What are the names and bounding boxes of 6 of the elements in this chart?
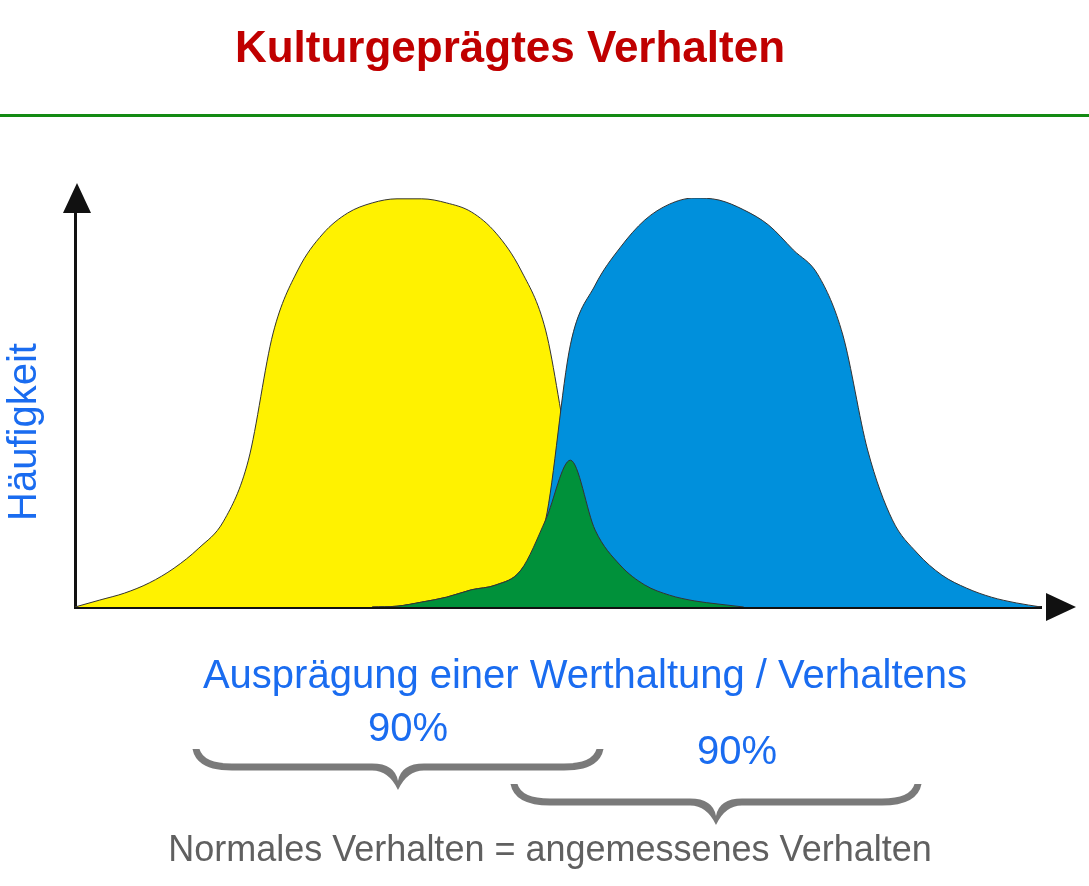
text: Normales Verhalten = angemessenes Verhalten [168, 828, 932, 870]
x-axis-title: Ausprägung einer Werthaltung / Verhaltens [202, 652, 968, 697]
chart-title: Kulturgeprägtes Verhalten [233, 22, 787, 72]
text: 90% [367, 705, 449, 750]
text: 90% [696, 728, 778, 773]
y-axis-title: Häufigkeit [0, 343, 45, 521]
